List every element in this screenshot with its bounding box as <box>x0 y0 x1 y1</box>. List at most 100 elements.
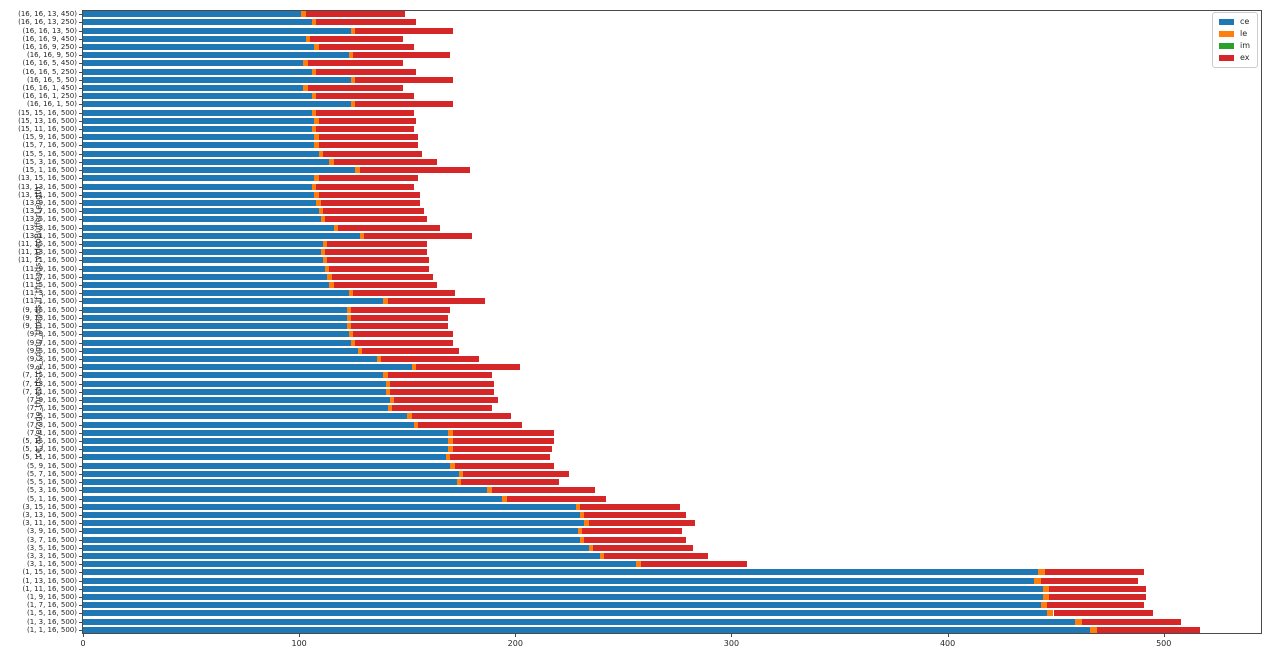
bar-segment-le <box>327 273 332 280</box>
y-tick-mark <box>79 556 82 557</box>
bar-row <box>83 331 1261 338</box>
bar-segment-ex <box>327 257 429 264</box>
bar-segment-le <box>312 126 317 133</box>
y-tick-mark <box>79 285 82 287</box>
bar-segment-le <box>312 183 317 190</box>
bar-segment-le <box>305 35 310 42</box>
bar-segment-le <box>314 175 319 182</box>
bar-row <box>83 577 1261 584</box>
x-tick-mark <box>515 634 517 637</box>
bar-segment-le <box>346 314 351 321</box>
bar-segment-ce <box>83 347 358 354</box>
bar-row <box>83 626 1261 633</box>
bar-row <box>83 241 1261 247</box>
y-tick-label: (16, 16, 13, 50) <box>22 26 77 35</box>
bar-segment-le <box>450 462 455 469</box>
bar-segment-ex <box>316 126 414 133</box>
y-tick-label: (15, 7, 16, 500) <box>22 141 77 150</box>
bar-segment-le <box>376 355 382 362</box>
bar-row <box>83 150 1261 157</box>
y-tick-mark <box>79 22 82 24</box>
bar-segment-le <box>348 290 354 297</box>
bar-segment-ce <box>83 43 315 50</box>
y-tick-label: (5, 5, 16, 500) <box>27 478 77 487</box>
y-tick-label: (13, 7, 16, 500) <box>22 207 77 216</box>
bar-row <box>83 27 1261 34</box>
y-tick-mark <box>79 104 82 106</box>
y-tick-mark <box>79 547 82 549</box>
bar-segment-le <box>314 43 319 50</box>
bar-segment-le <box>329 158 334 165</box>
y-tick-label: (11, 7, 16, 500) <box>22 272 77 281</box>
y-tick-mark <box>79 96 82 98</box>
bar-segment-le <box>320 249 326 256</box>
bar-segment-le <box>580 536 585 543</box>
y-tick-label: (1, 15, 16, 500) <box>22 568 77 577</box>
bar-row <box>83 208 1261 215</box>
bar-segment-le <box>322 257 328 264</box>
bar-segment-ce <box>83 109 313 116</box>
legend-item-ce: ce <box>1218 18 1250 26</box>
bar-segment-ce <box>83 536 581 543</box>
bar-segment-ex <box>318 117 416 124</box>
bar-segment-ce <box>83 314 347 321</box>
bar-segment-ex <box>305 11 406 18</box>
y-tick-label: (9, 11, 16, 500) <box>22 322 77 331</box>
bar-segment-ex <box>338 224 440 231</box>
bar-row <box>83 536 1261 543</box>
y-tick-mark <box>79 326 82 328</box>
bar-segment-ce <box>83 323 347 330</box>
bar-segment-ce <box>83 503 576 510</box>
bar-segment-ce <box>83 585 1043 592</box>
bar-segment-ce <box>83 544 589 551</box>
bar-segment-le <box>502 495 507 502</box>
bar-segment-le <box>1047 610 1054 617</box>
y-tick-mark <box>79 498 82 500</box>
y-tick-mark <box>79 219 82 221</box>
y-tick-label: (1, 3, 16, 500) <box>27 617 77 626</box>
bar-segment-ex <box>463 470 570 477</box>
bar-segment-ex <box>316 93 414 100</box>
bar-segment-ce <box>83 421 414 428</box>
x-tick-label: 100 <box>291 639 307 648</box>
bar-segment-ce <box>83 380 386 387</box>
y-axis-tick-labels: (16, 16, 13, 450) (16, 16, 13, 250) (16, 1… <box>0 0 77 659</box>
bar-row <box>83 602 1261 609</box>
bar-segment-ce <box>83 142 315 149</box>
bar-segment-le <box>312 68 317 75</box>
y-tick-label: (15, 15, 16, 500) <box>18 108 77 117</box>
y-tick-mark <box>79 588 82 590</box>
bar-segment-le <box>456 479 462 486</box>
bar-segment-ex <box>387 372 492 379</box>
y-tick-mark <box>79 531 82 533</box>
bar-row <box>83 553 1261 559</box>
x-tick-label: 400 <box>939 639 956 648</box>
x-tick-label: 0 <box>80 639 86 648</box>
bar-segment-ce <box>83 290 349 297</box>
bar-segment-ex <box>331 273 434 280</box>
bar-segment-ex <box>351 323 449 330</box>
y-tick-mark <box>79 506 82 508</box>
bar-segment-ce <box>83 626 1091 633</box>
y-tick-mark <box>79 71 82 73</box>
bar-segment-le <box>312 109 317 116</box>
bar-segment-le <box>446 454 451 461</box>
bar-segment-le <box>411 364 416 371</box>
y-tick-mark <box>79 391 82 393</box>
bar-row <box>83 76 1261 83</box>
y-tick-mark <box>79 211 82 213</box>
y-tick-mark <box>79 629 82 631</box>
bar-segment-le <box>1042 594 1050 601</box>
bar-row <box>83 528 1261 535</box>
bar-segment-ce <box>83 339 352 346</box>
bar-segment-ex <box>329 265 429 272</box>
bar-segment-ce <box>83 405 388 412</box>
bar-segment-ex <box>359 167 470 174</box>
y-tick-label: (9, 9, 16, 500) <box>27 330 77 339</box>
x-tick-label: 500 <box>1156 639 1172 648</box>
y-tick-mark <box>79 38 82 40</box>
bar-segment-ce <box>83 175 315 182</box>
bar-segment-ex <box>325 216 427 223</box>
bar-segment-le <box>487 487 492 494</box>
